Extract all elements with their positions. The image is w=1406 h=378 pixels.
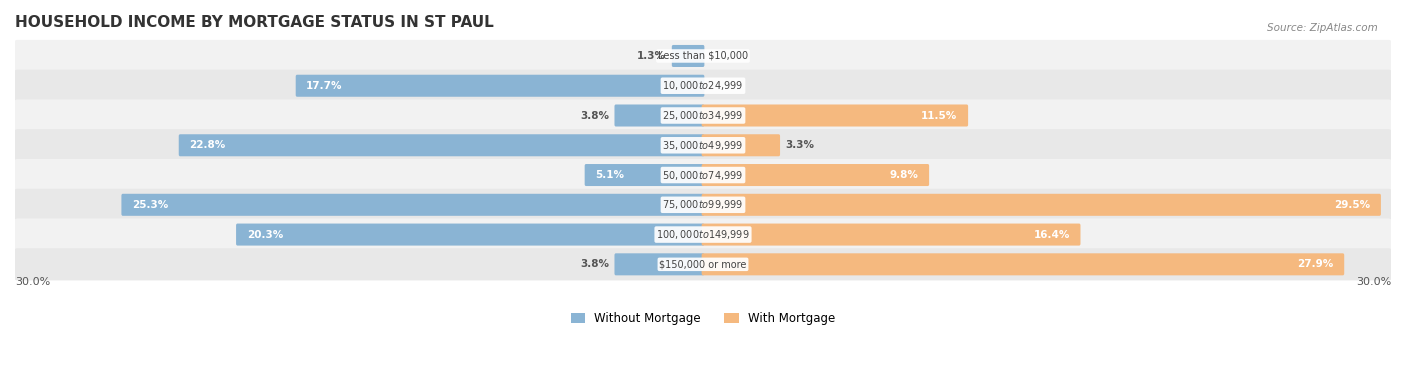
Text: 1.3%: 1.3% <box>637 51 666 61</box>
FancyBboxPatch shape <box>614 104 704 127</box>
Text: $75,000 to $99,999: $75,000 to $99,999 <box>662 198 744 211</box>
FancyBboxPatch shape <box>14 248 1392 280</box>
FancyBboxPatch shape <box>702 134 780 156</box>
FancyBboxPatch shape <box>179 134 704 156</box>
FancyBboxPatch shape <box>14 40 1392 72</box>
Text: 3.3%: 3.3% <box>786 140 814 150</box>
FancyBboxPatch shape <box>702 104 969 127</box>
Text: Less than $10,000: Less than $10,000 <box>658 51 748 61</box>
Text: 22.8%: 22.8% <box>190 140 225 150</box>
Text: 16.4%: 16.4% <box>1033 229 1070 240</box>
FancyBboxPatch shape <box>14 159 1392 191</box>
Legend: Without Mortgage, With Mortgage: Without Mortgage, With Mortgage <box>567 308 839 330</box>
FancyBboxPatch shape <box>702 164 929 186</box>
Text: $35,000 to $49,999: $35,000 to $49,999 <box>662 139 744 152</box>
FancyBboxPatch shape <box>14 129 1392 161</box>
FancyBboxPatch shape <box>14 189 1392 221</box>
Text: 11.5%: 11.5% <box>921 110 957 121</box>
Text: 27.9%: 27.9% <box>1298 259 1334 270</box>
Text: 9.8%: 9.8% <box>890 170 918 180</box>
Text: $50,000 to $74,999: $50,000 to $74,999 <box>662 169 744 181</box>
Text: 5.1%: 5.1% <box>595 170 624 180</box>
FancyBboxPatch shape <box>295 75 704 97</box>
Text: 29.5%: 29.5% <box>1334 200 1371 210</box>
FancyBboxPatch shape <box>585 164 704 186</box>
FancyBboxPatch shape <box>14 218 1392 251</box>
FancyBboxPatch shape <box>702 223 1080 246</box>
FancyBboxPatch shape <box>702 253 1344 275</box>
Text: $10,000 to $24,999: $10,000 to $24,999 <box>662 79 744 92</box>
Text: $25,000 to $34,999: $25,000 to $34,999 <box>662 109 744 122</box>
Text: 3.8%: 3.8% <box>579 110 609 121</box>
Text: 30.0%: 30.0% <box>15 277 51 287</box>
Text: $150,000 or more: $150,000 or more <box>659 259 747 270</box>
Text: 30.0%: 30.0% <box>1355 277 1391 287</box>
Text: 17.7%: 17.7% <box>307 81 343 91</box>
Text: 3.8%: 3.8% <box>579 259 609 270</box>
FancyBboxPatch shape <box>614 253 704 275</box>
FancyBboxPatch shape <box>121 194 704 216</box>
Text: Source: ZipAtlas.com: Source: ZipAtlas.com <box>1267 23 1378 33</box>
FancyBboxPatch shape <box>672 45 704 67</box>
Text: HOUSEHOLD INCOME BY MORTGAGE STATUS IN ST PAUL: HOUSEHOLD INCOME BY MORTGAGE STATUS IN S… <box>15 15 494 30</box>
Text: $100,000 to $149,999: $100,000 to $149,999 <box>657 228 749 241</box>
FancyBboxPatch shape <box>14 99 1392 132</box>
Text: 25.3%: 25.3% <box>132 200 169 210</box>
FancyBboxPatch shape <box>14 70 1392 102</box>
FancyBboxPatch shape <box>236 223 704 246</box>
FancyBboxPatch shape <box>702 194 1381 216</box>
Text: 20.3%: 20.3% <box>246 229 283 240</box>
